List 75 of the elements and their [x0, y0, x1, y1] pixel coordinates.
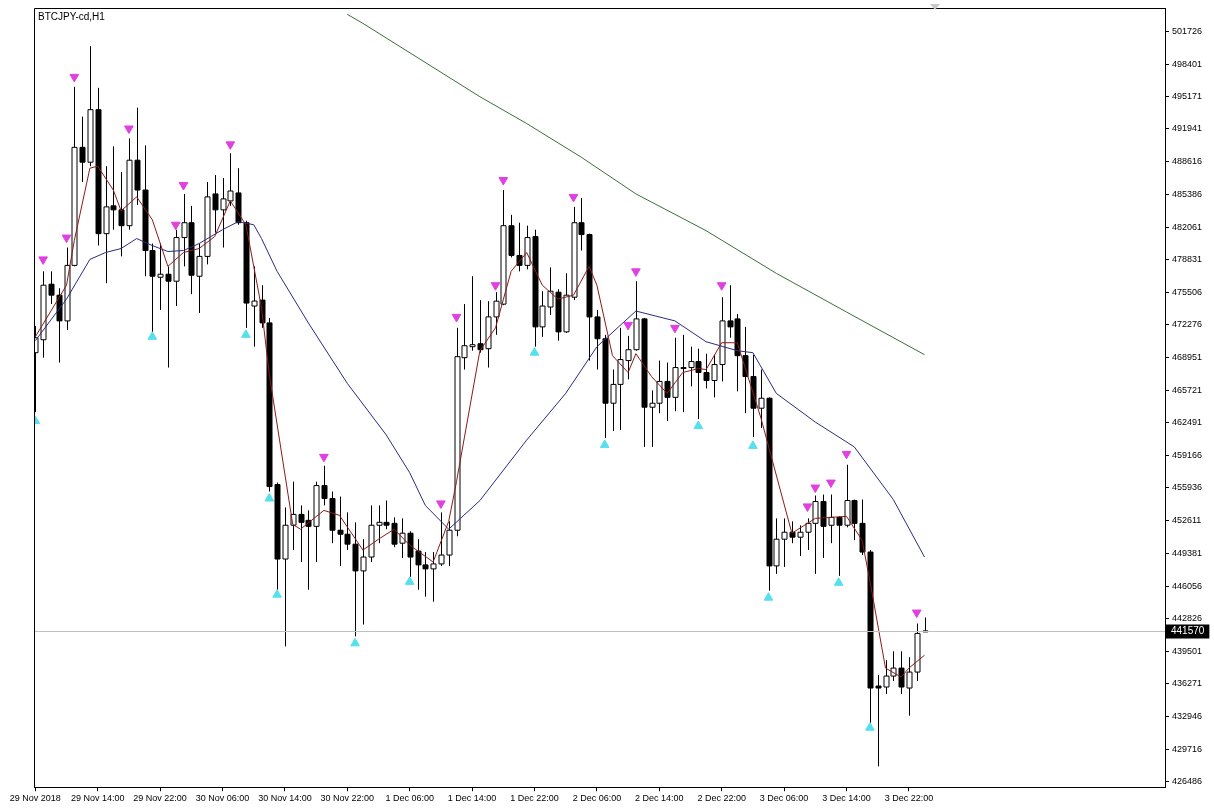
- point: [69, 73, 80, 83]
- y-tick-label: 449381: [1172, 547, 1203, 558]
- x-tick-label: 29 Nov 2018: [9, 793, 61, 804]
- ref-line-label: 441570: [1171, 625, 1205, 637]
- x-tick-label: 30 Nov 22:00: [320, 793, 375, 804]
- y-tick-label: 462491: [1172, 416, 1203, 427]
- x-tick-label: 2 Dec 22:00: [697, 793, 746, 804]
- x-tick-label: 1 Dec 22:00: [510, 793, 559, 804]
- point: [124, 125, 134, 135]
- point: [319, 453, 329, 463]
- point: [350, 637, 360, 647]
- x-tick-label: 2 Dec 06:00: [572, 793, 622, 804]
- y-tick-label: 442826: [1172, 612, 1203, 623]
- y-tick-label: 459166: [1172, 449, 1203, 460]
- point: [451, 313, 462, 323]
- point: [38, 256, 48, 265]
- point: [802, 503, 813, 512]
- x-tick-label: 2 Dec 14:00: [635, 793, 684, 804]
- y-tick-label: 429716: [1172, 743, 1203, 754]
- y-tick-label: 485386: [1172, 188, 1203, 199]
- point: [147, 331, 158, 340]
- point: [693, 420, 704, 430]
- point: [529, 347, 540, 356]
- point: [404, 576, 415, 585]
- point: [436, 500, 446, 509]
- point: [264, 493, 275, 502]
- point: [716, 282, 727, 291]
- point: [623, 321, 633, 331]
- point: [170, 221, 181, 231]
- y-tick-label: 472276: [1172, 319, 1203, 330]
- y-tick-label: 475506: [1172, 287, 1203, 298]
- x-tick-label: 3 Dec 06:00: [759, 793, 809, 804]
- y-tick-label: 495171: [1172, 91, 1203, 102]
- y-tick-label: 468951: [1172, 352, 1203, 363]
- y-tick-label: 452611: [1172, 515, 1202, 526]
- y-tick-label: 501726: [1172, 25, 1203, 36]
- y-tick-label: 455936: [1172, 482, 1203, 493]
- point: [748, 440, 758, 449]
- y-tick-label: 439501: [1172, 646, 1203, 657]
- y-tick-label: 465721: [1172, 384, 1203, 395]
- point: [841, 450, 852, 460]
- point: [599, 439, 610, 448]
- point: [826, 479, 836, 489]
- y-tick-label: 446056: [1172, 580, 1203, 591]
- point: [568, 193, 579, 203]
- y-tick-label: 491941: [1172, 123, 1203, 134]
- x-tick-label: 1 Dec 06:00: [385, 793, 434, 804]
- y-tick-label: 488616: [1172, 156, 1203, 167]
- point: [810, 484, 821, 494]
- point: [61, 234, 72, 244]
- point: [670, 324, 680, 334]
- point: [865, 722, 875, 731]
- x-tick-label: 1 Dec 14:00: [447, 793, 497, 804]
- y-tick-label: 478831: [1172, 253, 1203, 264]
- x-tick-label: 3 Dec 22:00: [884, 793, 934, 804]
- y-tick-label: 436271: [1172, 678, 1203, 689]
- point: [490, 282, 501, 291]
- x-tick-label: 29 Nov 14:00: [70, 793, 125, 804]
- point: [498, 177, 509, 186]
- y-tick-label: 482061: [1172, 221, 1203, 232]
- point: [225, 141, 236, 150]
- point: [241, 329, 251, 338]
- chart-title: BTCJPY-cd,H1: [38, 11, 106, 23]
- x-tick-label: 30 Nov 14:00: [258, 793, 312, 804]
- x-tick-label: 30 Nov 06:00: [195, 793, 250, 804]
- x-tick-label: 29 Nov 22:00: [133, 793, 187, 804]
- x-tick-label: 3 Dec 14:00: [822, 793, 871, 804]
- point: [272, 589, 282, 598]
- y-tick-label: 498401: [1172, 58, 1203, 69]
- point: [763, 592, 774, 601]
- point: [178, 182, 189, 191]
- point: [631, 268, 641, 277]
- y-tick-label: 432946: [1172, 711, 1203, 722]
- point: [833, 577, 844, 586]
- y-tick-label: 426486: [1172, 775, 1203, 786]
